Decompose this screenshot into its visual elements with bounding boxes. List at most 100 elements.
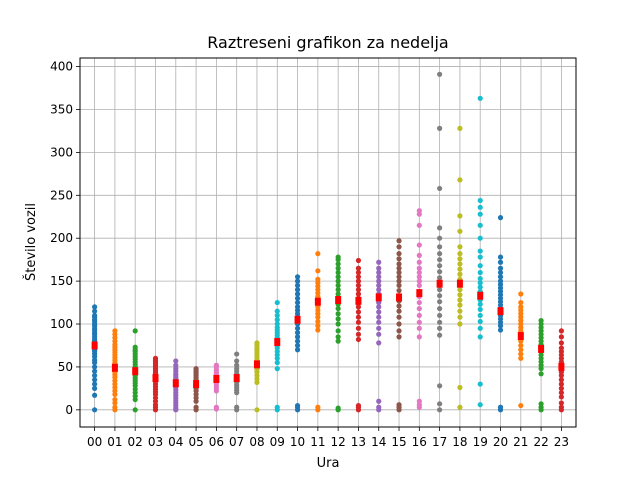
- data-point: [355, 269, 362, 276]
- data-point: [132, 344, 138, 350]
- mean-marker: [152, 374, 159, 383]
- data-point: [518, 347, 524, 353]
- data-point: [274, 317, 280, 323]
- data-point: [416, 265, 422, 271]
- data-point: [376, 331, 382, 337]
- data-point: [457, 321, 463, 327]
- mean-marker: [456, 279, 463, 288]
- mean-marker: [355, 296, 362, 305]
- mean-marker: [538, 344, 545, 353]
- data-point: [274, 312, 280, 319]
- mean-marker: [416, 289, 423, 298]
- data-point: [92, 407, 98, 413]
- mean-marker: [517, 332, 524, 341]
- y-tick-label: 350: [50, 102, 73, 116]
- data-point: [457, 213, 463, 219]
- data-point: [558, 328, 564, 334]
- data-point: [518, 304, 524, 310]
- data-point: [396, 269, 402, 276]
- data-point: [234, 351, 240, 357]
- data-point: [234, 358, 240, 364]
- data-point: [497, 265, 504, 271]
- data-point: [477, 312, 483, 319]
- x-tick-label: 12: [331, 435, 346, 449]
- data-point: [457, 266, 463, 272]
- data-point: [437, 269, 443, 275]
- data-point: [416, 242, 422, 248]
- data-point: [416, 325, 422, 331]
- x-tick-label: 01: [107, 435, 122, 449]
- data-point: [376, 269, 382, 276]
- data-point: [437, 125, 443, 131]
- data-point: [213, 404, 219, 410]
- data-point: [132, 407, 138, 413]
- data-point: [335, 316, 341, 322]
- data-point: [396, 261, 402, 267]
- data-point: [274, 404, 280, 410]
- data-point: [437, 263, 443, 269]
- data-point: [92, 312, 98, 319]
- data-point: [518, 291, 524, 297]
- data-point: [457, 271, 463, 277]
- data-point: [558, 390, 564, 396]
- data-point: [294, 278, 301, 284]
- data-point: [254, 407, 260, 413]
- data-point: [558, 334, 564, 340]
- y-tick-label: 100: [50, 317, 73, 331]
- data-point: [335, 338, 341, 344]
- mean-marker: [213, 374, 220, 383]
- data-point: [132, 328, 138, 334]
- data-point: [416, 299, 422, 306]
- data-point: [437, 305, 443, 312]
- data-point: [254, 340, 260, 346]
- plot-area-frame: [79, 57, 577, 428]
- x-axis-ticks: 00 01 02 03 04 05 06 07 08 09 10 11 12 13 14 15 16 17 18 19…: [87, 427, 569, 449]
- data-point: [315, 251, 321, 257]
- data-point: [396, 244, 402, 250]
- data-point: [477, 197, 483, 204]
- data-point: [457, 292, 463, 298]
- x-tick-label: 22: [533, 435, 548, 449]
- data-point: [416, 319, 422, 325]
- data-point: [376, 304, 382, 310]
- data-point: [457, 261, 463, 267]
- mean-marker: [132, 367, 139, 376]
- data-point: [396, 287, 402, 294]
- data-point: [294, 330, 301, 336]
- data-point: [396, 328, 402, 334]
- data-point: [355, 278, 362, 284]
- data-point: [92, 372, 98, 379]
- data-point: [376, 325, 382, 331]
- data-point: [457, 302, 463, 308]
- data-point: [437, 332, 443, 338]
- x-tick-label: 19: [473, 435, 488, 449]
- data-point: [315, 323, 321, 329]
- data-point: [416, 252, 422, 258]
- data-point: [335, 321, 341, 327]
- data-point: [416, 398, 422, 404]
- data-point: [274, 366, 280, 372]
- data-point: [437, 244, 443, 250]
- data-point: [376, 259, 382, 265]
- data-point: [457, 308, 463, 314]
- data-point: [294, 334, 301, 340]
- data-point: [294, 325, 301, 331]
- data-point: [477, 222, 483, 228]
- data-point: [335, 405, 341, 411]
- x-tick-label: 08: [249, 435, 264, 449]
- data-point: [437, 71, 443, 77]
- data-point: [92, 368, 98, 374]
- mean-marker: [497, 307, 504, 316]
- data-point: [457, 404, 463, 410]
- data-point: [193, 404, 199, 410]
- data-point: [335, 261, 341, 267]
- data-point: [376, 319, 382, 325]
- data-point: [437, 407, 443, 413]
- data-point: [437, 325, 443, 331]
- data-point: [416, 312, 422, 319]
- data-point: [497, 274, 504, 280]
- data-point: [518, 342, 524, 349]
- data-point: [416, 282, 422, 289]
- data-point: [92, 377, 98, 383]
- data-point: [416, 274, 422, 280]
